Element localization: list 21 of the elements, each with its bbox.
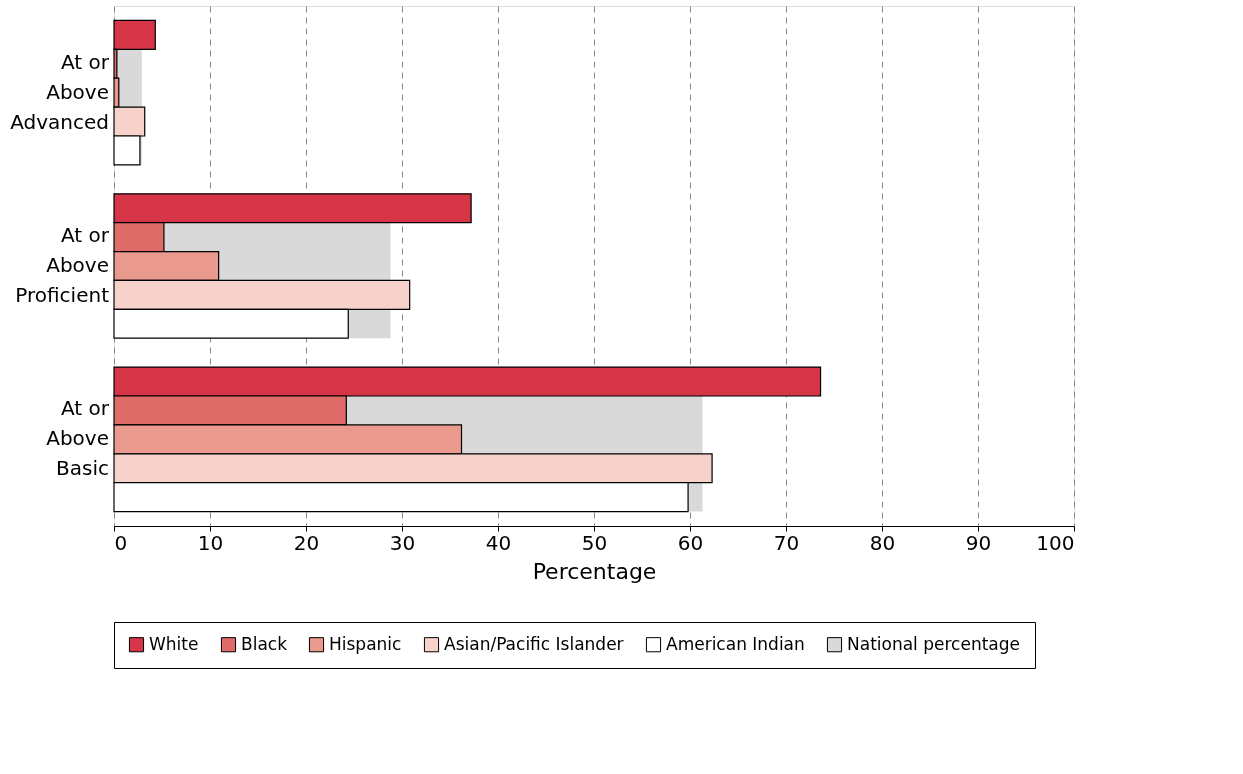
x-tick-label: 80 — [869, 530, 896, 555]
x-tick-label: 30 — [389, 530, 416, 555]
y-tick-label: At or Above Advanced — [10, 49, 110, 134]
legend-label: Asian/Pacific Islander — [444, 633, 624, 654]
x-tick-label: 10 — [197, 530, 224, 555]
legend-label: National percentage — [847, 633, 1021, 654]
y-tick-label: At or Above Basic — [46, 396, 110, 481]
x-tick-label: 50 — [581, 530, 608, 555]
legend-label: Black — [241, 633, 288, 654]
x-tick-label: 100 — [1036, 530, 1075, 555]
x-tick-label: 20 — [293, 530, 320, 555]
x-tick-label: 40 — [485, 530, 512, 555]
x-tick-label: 90 — [965, 530, 992, 555]
x-axis-title: Percentage — [532, 558, 657, 584]
x-tick-label: 70 — [773, 530, 800, 555]
x-tick-label: 60 — [677, 530, 704, 555]
legend-label: Hispanic — [329, 633, 402, 654]
y-tick-label: At or Above Proficient — [15, 223, 110, 307]
legend-label: American Indian — [666, 633, 805, 654]
x-tick-label: 0 — [114, 530, 128, 555]
legend-label: White — [149, 633, 199, 654]
